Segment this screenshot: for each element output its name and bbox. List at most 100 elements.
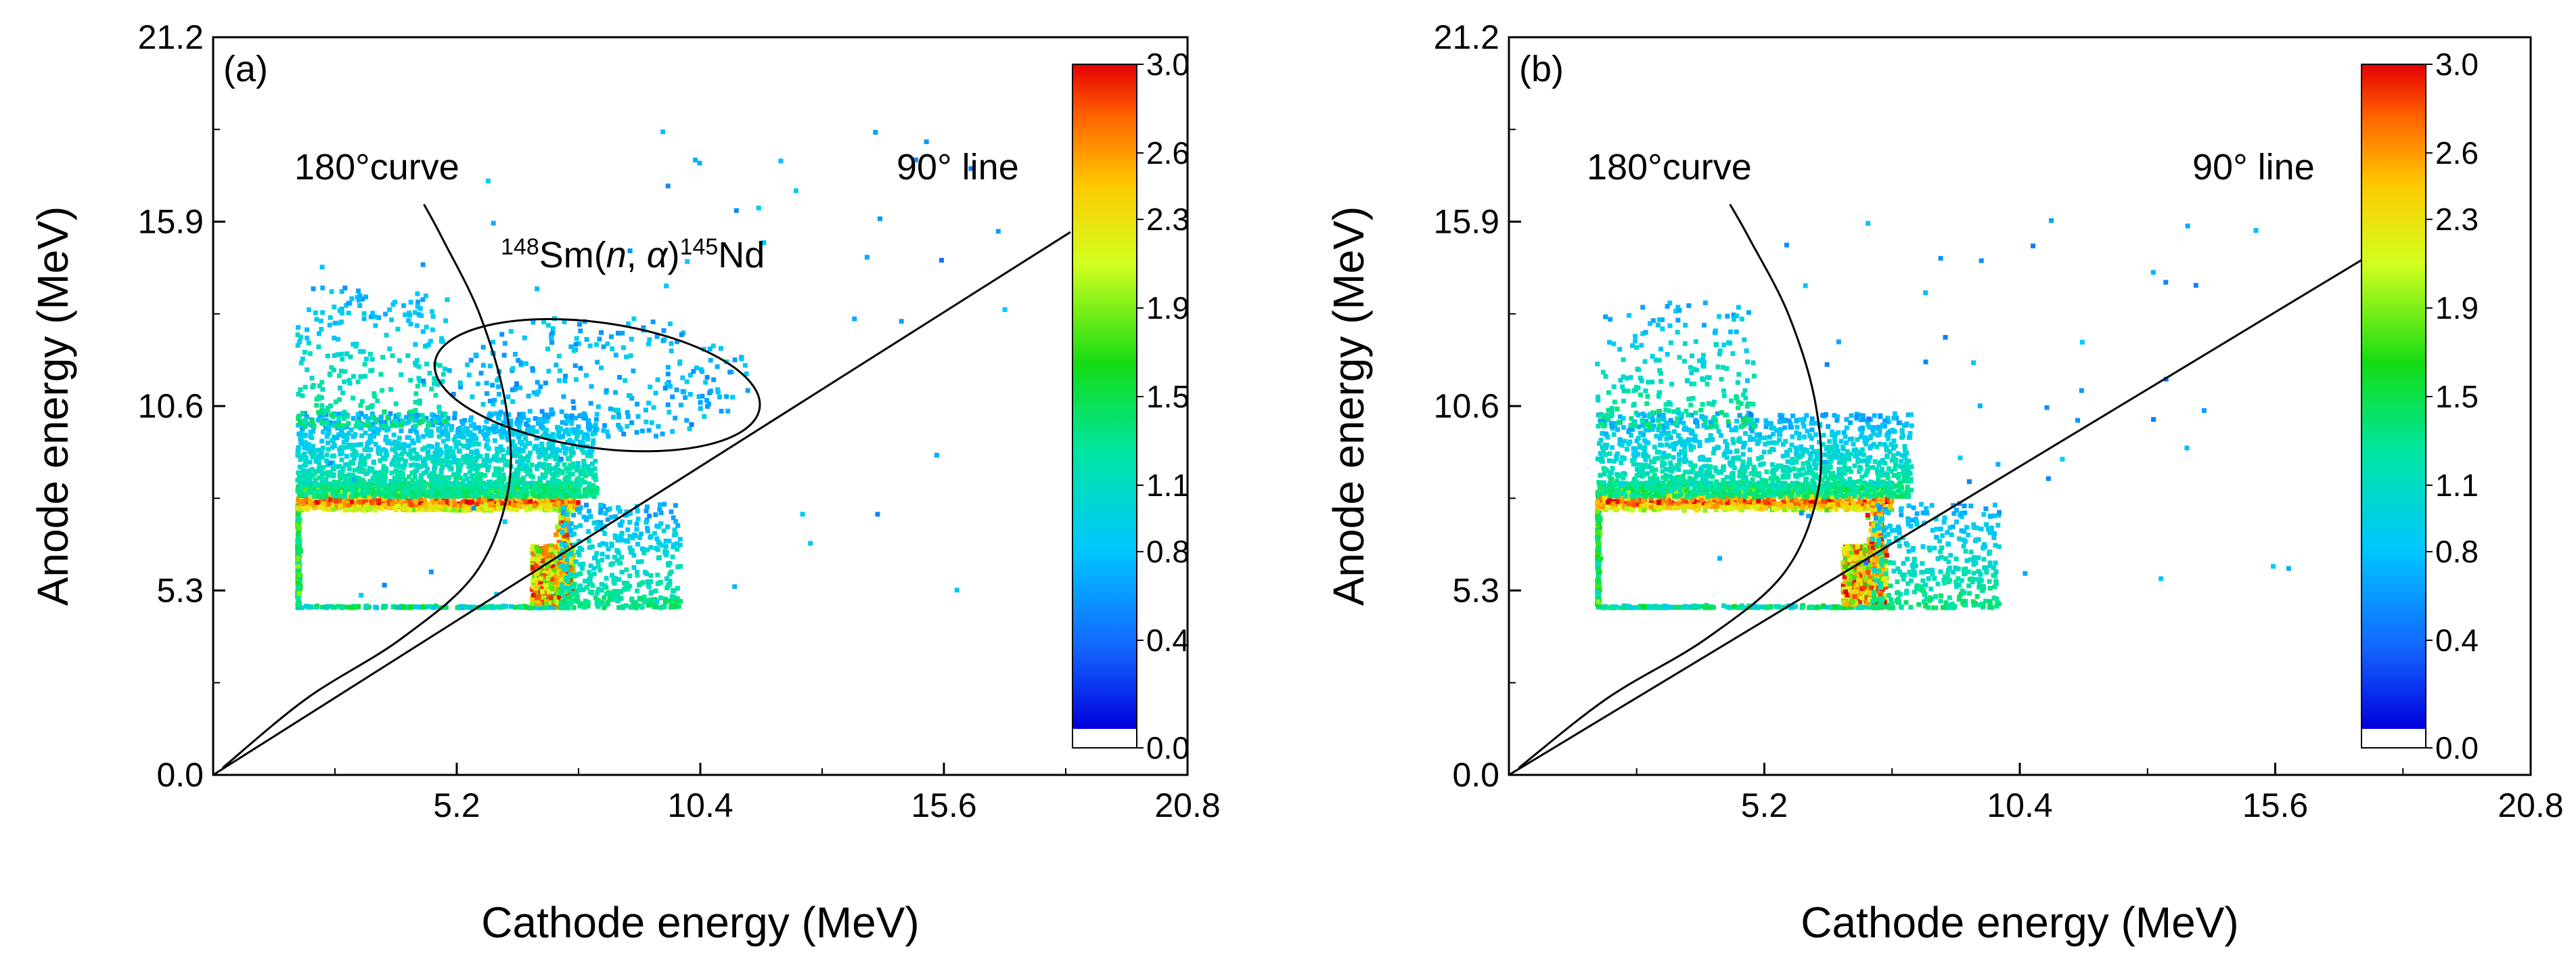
data-point [412,474,417,480]
data-point [587,425,592,430]
data-point [571,605,577,610]
data-point [675,547,680,552]
data-point [297,591,302,596]
data-point [440,379,445,384]
data-point [383,493,388,498]
data-point [566,576,570,581]
data-point [563,521,568,527]
data-point [351,416,356,421]
data-point [496,506,501,512]
data-point [577,562,583,567]
data-point [560,499,565,505]
data-point [397,445,403,451]
data-point [390,604,396,610]
data-point [307,504,313,510]
data-point [661,528,666,533]
data-point [582,604,587,610]
data-point [631,600,636,606]
data-point [318,504,323,509]
data-point [719,346,723,351]
data-point [522,497,527,502]
data-point [710,343,716,349]
data-point [469,433,474,439]
data-point [537,573,542,578]
data-point [371,497,377,501]
data-point [408,463,413,468]
data-point [336,432,342,437]
data-point [588,581,593,586]
data-point [449,466,454,471]
data-point [516,486,522,491]
data-point [337,397,342,402]
data-point [396,412,401,418]
data-point [319,494,325,499]
data-point [560,506,566,510]
data-point [415,413,421,418]
data-point [342,508,348,513]
data-point [627,520,633,525]
data-point [594,526,600,531]
data-point [503,411,508,417]
data-point [358,411,363,416]
data-point [324,434,330,439]
data-point [333,504,338,509]
data-point [565,533,570,538]
data-point [475,487,480,492]
data-point [348,354,353,359]
data-point [533,563,539,568]
data-point [353,479,358,485]
data-point [476,497,481,502]
data-point [363,357,369,362]
data-point [437,447,443,452]
data-point [585,464,591,469]
data-point [301,506,307,511]
data-point [466,438,470,443]
data-point [392,416,398,422]
data-point [611,589,616,595]
data-point [598,520,604,525]
data-point [464,499,470,504]
data-point [476,425,481,430]
data-point [658,510,664,516]
data-point [350,605,355,610]
data-point [521,415,526,420]
data-point [613,514,618,519]
data-point [342,369,348,374]
data-point [471,422,476,427]
data-point [461,508,467,513]
data-point [457,449,462,454]
data-point [344,453,349,459]
data-point [324,420,330,425]
data-point [350,447,355,451]
data-point [298,360,304,365]
data-point [563,589,568,594]
data-point [430,458,436,464]
data-point [392,504,397,509]
data-point [296,497,301,502]
data-point [297,479,302,485]
data-point [553,532,559,537]
data-point [660,338,666,344]
data-point [357,469,363,474]
data-point [399,428,404,433]
data-point [591,438,596,443]
data-point [432,420,438,425]
data-point [646,602,651,608]
data-point [461,489,466,494]
data-point [561,594,566,599]
data-point [331,439,336,445]
data-point [330,504,335,509]
data-point [482,425,487,430]
data-point [368,506,374,511]
data-point [653,512,658,517]
data-point [465,487,470,493]
data-point [333,423,338,428]
data-point [568,533,574,538]
data-point [626,321,631,326]
data-point [592,488,597,493]
data-point [433,463,438,468]
data-point [537,476,543,481]
data-point [543,544,548,550]
data-point [368,314,374,319]
data-point [426,501,432,507]
